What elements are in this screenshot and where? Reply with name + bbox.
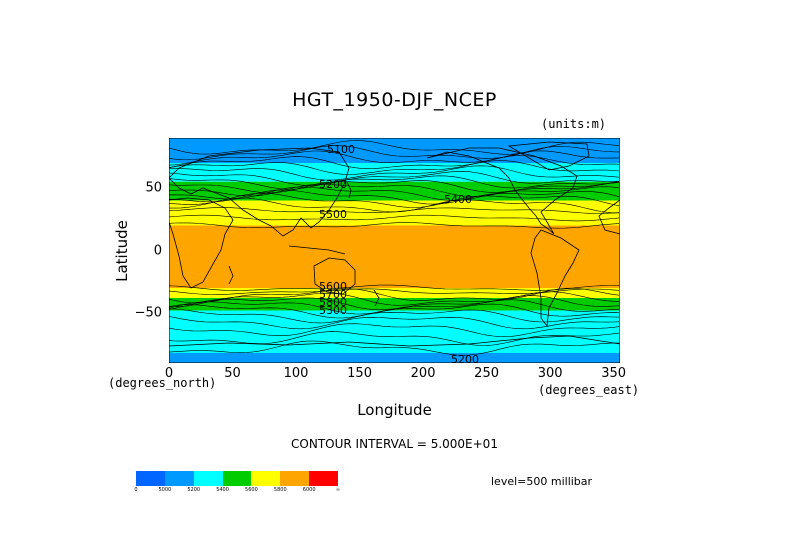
- contour-line-3: [169, 155, 620, 170]
- x-units-label: (degrees_east): [538, 383, 640, 397]
- height-band-3: [169, 200, 620, 226]
- contour-line-16: [169, 222, 620, 229]
- contour-line-17: [169, 284, 620, 291]
- height-band-6: [169, 298, 620, 311]
- contour-label: 5200: [451, 353, 479, 363]
- colorbar-tick-label: 0: [134, 487, 138, 493]
- colorbar-swatch-2: [193, 471, 223, 486]
- x-tick-label: 350: [601, 366, 627, 381]
- contour-line-23: [169, 303, 620, 319]
- contour-line-18: [169, 288, 620, 295]
- x-tick-label: 0: [164, 366, 174, 381]
- contour-label: 5300: [319, 304, 347, 317]
- coastline-south-america: [530, 229, 580, 328]
- contour-line-2: [169, 150, 620, 166]
- level-note: level=500 millibar: [491, 475, 593, 488]
- contour-label: 5600: [319, 280, 347, 293]
- colorbar-swatch-0: [136, 471, 165, 486]
- coastline-eurasia: [169, 147, 350, 237]
- contour-label: 5800: [319, 296, 347, 309]
- colorbar-swatch-6: [309, 471, 339, 486]
- contour-line-12: [169, 193, 620, 208]
- colorbar-tick-label: 5000: [158, 487, 172, 493]
- height-band-1: [169, 163, 620, 182]
- contour-interval-note: CONTOUR INTERVAL = 5.000E+01: [291, 437, 498, 451]
- contour-line-4: [169, 160, 620, 175]
- y-tick-label: −50: [134, 305, 162, 321]
- contour-label: 5700: [319, 288, 347, 301]
- contour-line-15: [169, 214, 620, 222]
- coastline-new-zealand: [373, 289, 380, 307]
- colorbar-tick-label: 6000: [302, 487, 316, 493]
- contour-label: 5400: [444, 193, 472, 206]
- height-band-5: [169, 288, 620, 298]
- x-tick-label: 150: [347, 366, 372, 381]
- units-label: (units:m): [541, 117, 607, 131]
- x-tick-label: 250: [474, 366, 500, 381]
- contour-line-20: [169, 291, 620, 308]
- contour-line-6: [169, 170, 620, 186]
- coastline-north-america: [426, 147, 578, 235]
- coastline-indonesia: [288, 245, 346, 255]
- contour-line-28: [169, 340, 619, 356]
- y-tick-label: 0: [153, 243, 162, 258]
- coastline-africa: [169, 197, 234, 289]
- contour-label: 5500: [319, 208, 347, 221]
- contour-line-27: [169, 331, 620, 346]
- contour-line-26: [169, 323, 620, 338]
- contour-line-21: [169, 295, 620, 311]
- x-tick-label: 200: [410, 366, 436, 381]
- x-axis-label: Longitude: [357, 401, 432, 419]
- coastline-japan: [346, 181, 352, 199]
- colorbar-swatch-5: [280, 471, 310, 486]
- contour-line-11: [169, 189, 620, 205]
- colorbar-tick-label: 5200: [187, 487, 201, 493]
- colorbar-tick-label: 5400: [216, 487, 229, 493]
- contour-line-7: [169, 175, 620, 190]
- coastline-africa-west: [598, 199, 620, 235]
- y-units-label: (degrees_north): [108, 376, 217, 390]
- height-band-7: [169, 310, 620, 353]
- x-tick-label: 300: [537, 366, 563, 381]
- colorbar: [136, 471, 339, 486]
- colorbar-tick-label: ∞: [335, 487, 341, 493]
- colorbar-swatch-3: [222, 471, 252, 486]
- colorbar-tick-label: 5600: [245, 487, 258, 493]
- contour-line-5: [169, 165, 620, 181]
- contour-line-1: [169, 145, 620, 161]
- coastline-australia: [313, 257, 356, 295]
- colorbar-swatch-1: [164, 471, 194, 486]
- coastline-greenland: [507, 141, 590, 171]
- contour-line-8: [169, 180, 620, 194]
- coastline-madagascar: [228, 265, 234, 285]
- height-band-4: [169, 225, 620, 288]
- contour-line-14: [169, 207, 620, 214]
- contour-line-25: [169, 316, 620, 330]
- contour-line-9: [169, 182, 620, 197]
- height-band-0: [169, 138, 620, 163]
- y-tick-label: 50: [145, 180, 162, 196]
- height-band-8: [169, 353, 620, 363]
- contour-label: 5100: [327, 143, 355, 156]
- chart-title: HGT_1950-DJF_NCEP: [292, 89, 497, 111]
- coastline-antarctica: [169, 335, 620, 347]
- colorbar-swatch-4: [251, 471, 281, 486]
- colorbar-tick-label: 5800: [273, 487, 287, 493]
- x-tick-label: 50: [224, 366, 241, 381]
- x-tick-label: 100: [283, 366, 309, 381]
- contour-label: 5200: [319, 178, 347, 191]
